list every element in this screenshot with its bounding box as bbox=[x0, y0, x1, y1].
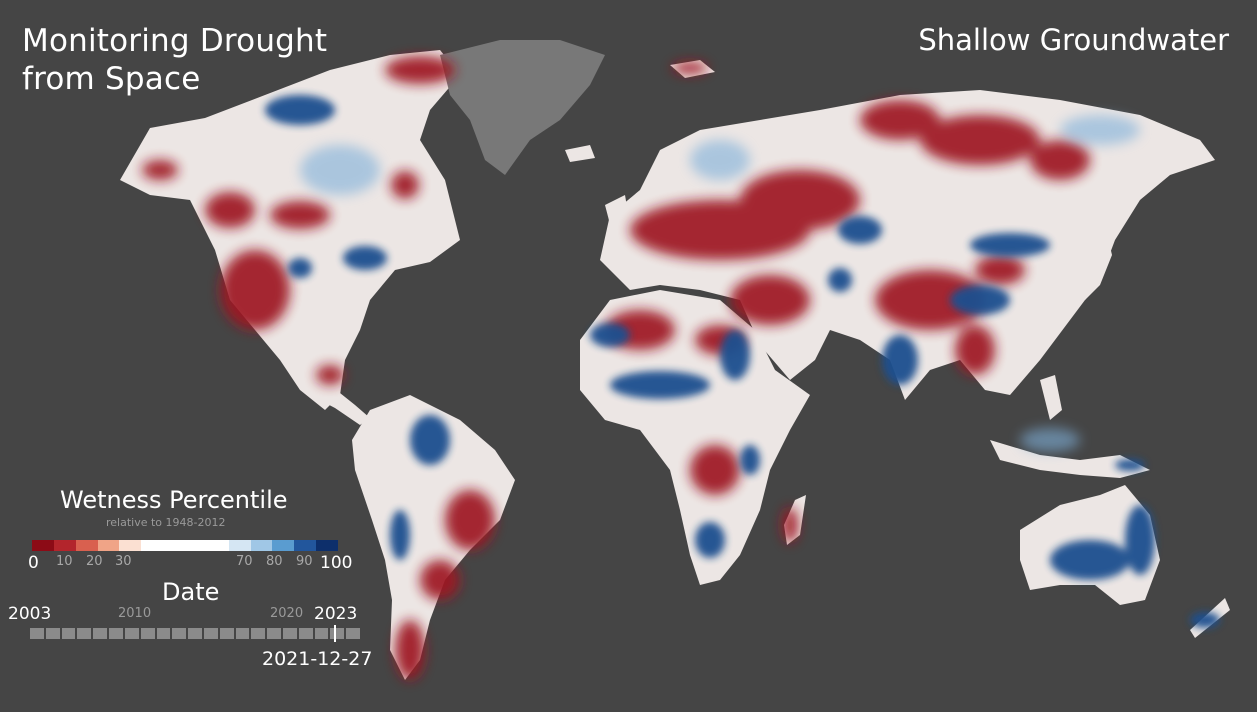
layer-title: Shallow Groundwater bbox=[918, 23, 1229, 57]
year-start: 2003 bbox=[8, 604, 52, 624]
tick-90: 90 bbox=[296, 554, 313, 569]
year-mid: 2010 bbox=[118, 606, 152, 621]
legend-subtitle: relative to 1948-2012 bbox=[106, 516, 226, 529]
greenland bbox=[440, 40, 605, 175]
tick-100: 100 bbox=[320, 553, 353, 573]
timeline-segment bbox=[124, 628, 139, 639]
timeline-segment bbox=[219, 628, 234, 639]
scale-swatch bbox=[75, 540, 98, 551]
uk bbox=[605, 195, 630, 232]
north-america bbox=[120, 50, 460, 410]
legend-title: Wetness Percentile bbox=[60, 486, 288, 514]
timeline-segment bbox=[45, 628, 60, 639]
iceland bbox=[565, 145, 595, 162]
timeline-segment bbox=[330, 628, 345, 639]
tick-10: 10 bbox=[56, 554, 73, 569]
timeline-segment bbox=[109, 628, 123, 639]
timeline-segment bbox=[267, 628, 281, 639]
timeline-segment bbox=[77, 628, 92, 639]
timeline-segment bbox=[203, 628, 218, 639]
tick-30: 30 bbox=[115, 554, 132, 569]
timeline-segment bbox=[298, 628, 313, 639]
tick-0: 0 bbox=[28, 553, 39, 573]
scale-swatch bbox=[185, 540, 207, 551]
timeline-segment bbox=[93, 628, 108, 639]
scale-swatch bbox=[141, 540, 164, 551]
scale-swatch bbox=[97, 540, 120, 551]
wet-anomalies bbox=[265, 95, 1220, 628]
scale-swatch bbox=[206, 540, 229, 551]
scale-swatch bbox=[294, 540, 317, 551]
south-america bbox=[352, 395, 515, 680]
scale-swatch bbox=[228, 540, 251, 551]
africa bbox=[580, 290, 810, 585]
timeline-segment bbox=[61, 628, 76, 639]
timeline-marker[interactable] bbox=[333, 625, 336, 642]
philippines bbox=[1040, 375, 1062, 420]
timeline-segment bbox=[140, 628, 155, 639]
tick-70: 70 bbox=[236, 554, 253, 569]
date-title: Date bbox=[162, 578, 220, 606]
scale-swatch bbox=[250, 540, 273, 551]
year-late: 2020 bbox=[270, 606, 304, 621]
timeline-segment bbox=[314, 628, 329, 639]
tick-80: 80 bbox=[266, 554, 283, 569]
timeline-segment bbox=[156, 628, 171, 639]
scale-swatch bbox=[53, 540, 76, 551]
title-line-1: Monitoring Drought bbox=[22, 23, 328, 59]
central-america bbox=[300, 370, 370, 425]
timeline-segment bbox=[251, 628, 266, 639]
japan bbox=[1080, 225, 1112, 300]
color-scale bbox=[32, 540, 339, 551]
page-title: Monitoring Drought from Space bbox=[22, 22, 327, 98]
timeline-segment bbox=[172, 628, 187, 639]
timeline-segment bbox=[188, 628, 202, 639]
current-date: 2021-12-27 bbox=[262, 648, 373, 670]
title-line-2: from Space bbox=[22, 61, 201, 97]
indonesia bbox=[990, 440, 1150, 478]
scale-swatch bbox=[316, 540, 339, 551]
timeline-segment bbox=[235, 628, 250, 639]
scale-swatch bbox=[119, 540, 142, 551]
scale-swatch bbox=[163, 540, 186, 551]
timeline-segment bbox=[346, 628, 361, 639]
scale-swatch bbox=[272, 540, 295, 551]
timeline-segment bbox=[30, 628, 44, 639]
year-end: 2023 bbox=[314, 604, 358, 624]
timeline-segment bbox=[283, 628, 297, 639]
moist-areas bbox=[300, 115, 1140, 452]
scale-swatch bbox=[32, 540, 54, 551]
tick-20: 20 bbox=[86, 554, 103, 569]
timeline-track[interactable] bbox=[30, 628, 361, 639]
